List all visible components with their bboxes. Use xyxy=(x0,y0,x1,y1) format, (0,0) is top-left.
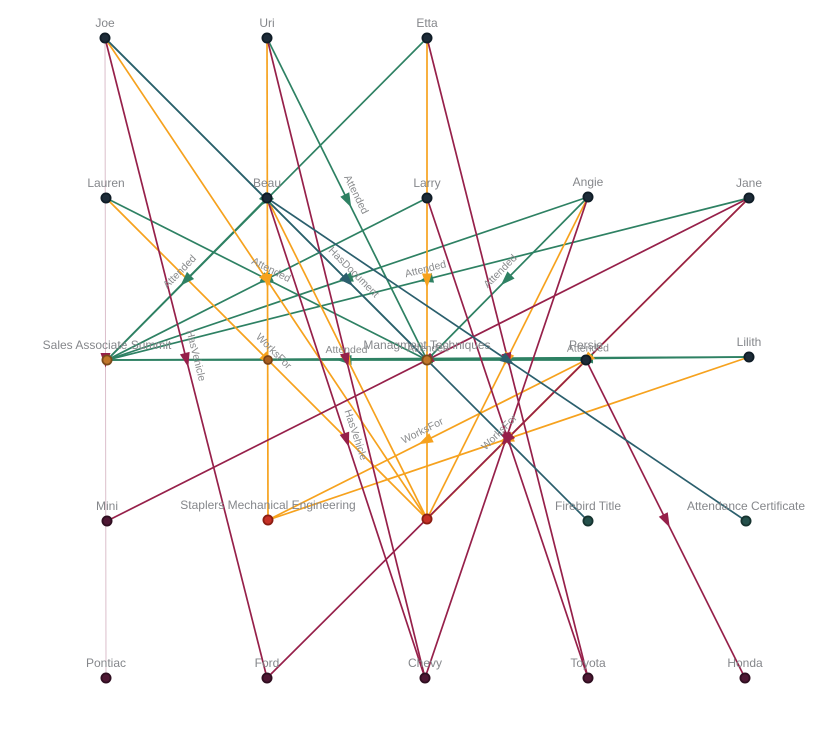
node-label-beau: Beau xyxy=(253,176,281,190)
arrowhead-icon xyxy=(340,192,352,208)
arrowhead-icon xyxy=(180,271,195,286)
node-label-lauren: Lauren xyxy=(87,176,124,190)
node-staplers-mechanical-engineering[interactable] xyxy=(262,514,274,526)
arrowhead-icon xyxy=(418,433,434,445)
arrowhead-icon xyxy=(179,351,190,368)
node-label-uri: Uri xyxy=(259,16,274,30)
node-label-larry: Larry xyxy=(413,176,440,190)
node-attendance-certificate[interactable] xyxy=(740,515,752,527)
node-persie[interactable] xyxy=(580,354,592,366)
node-label-jane: Jane xyxy=(736,176,762,190)
node-joe[interactable] xyxy=(99,32,111,44)
node-label-joe: Joe xyxy=(95,16,115,30)
arrowhead-icon xyxy=(339,351,350,368)
node-label-lilith: Lilith xyxy=(737,335,762,349)
node-uri[interactable] xyxy=(261,32,273,44)
node-larry[interactable] xyxy=(421,192,433,204)
node-firebird-title[interactable] xyxy=(582,515,594,527)
node-chevy[interactable] xyxy=(419,672,431,684)
node-lilith[interactable] xyxy=(743,351,755,363)
node-toyota[interactable] xyxy=(582,672,594,684)
arrowhead-icon xyxy=(500,271,515,286)
node-label-firebird-title: Firebird Title xyxy=(555,499,621,513)
node-ford[interactable] xyxy=(261,672,273,684)
nodes-layer xyxy=(99,32,755,684)
edge-label-attended: Attended xyxy=(325,344,367,356)
node-angie[interactable] xyxy=(582,191,594,203)
node-label-attendance-certificate: Attendance Certificate xyxy=(687,499,805,513)
node-label-toyota: Toyota xyxy=(570,656,606,670)
node-managment-techniques[interactable] xyxy=(421,354,433,366)
node-pontiac[interactable] xyxy=(100,672,112,684)
arrowhead-icon xyxy=(501,431,511,448)
node-mini[interactable] xyxy=(101,515,113,527)
edge-label-attended: Attended xyxy=(407,342,449,354)
node-label-managment-techniques: Managment Techniques xyxy=(363,338,490,352)
node-sales-associate-summit[interactable] xyxy=(101,354,113,366)
edge-label-attended: Attended xyxy=(567,342,609,354)
node-labels-layer: Joe Uri Etta Lauren Beau Larry Angie Jane Sales … xyxy=(43,16,806,670)
node-label-sales-associate-summit: Sales Associate Summit xyxy=(43,338,172,352)
node-jane[interactable] xyxy=(743,192,755,204)
node-label-pontiac: Pontiac xyxy=(86,656,126,670)
node-etta[interactable] xyxy=(421,32,433,44)
node-label-honda: Honda xyxy=(727,656,763,670)
node-label-ford: Ford xyxy=(255,656,280,670)
node-label-mini: Mini xyxy=(96,499,118,513)
arrowhead-icon xyxy=(422,273,432,288)
node-label-etta: Etta xyxy=(416,16,438,30)
node-label-staplers-mechanical-engineering: Staplers Mechanical Engineering xyxy=(180,498,355,512)
node-beau[interactable] xyxy=(261,192,273,204)
arrowhead-icon xyxy=(339,431,350,448)
node-label-persie: Persie xyxy=(569,338,603,352)
arrowhead-icon xyxy=(262,273,273,289)
arrowhead-icon xyxy=(658,512,670,528)
node-unnamedcompany[interactable] xyxy=(421,513,433,525)
node-label-angie: Angie xyxy=(573,175,604,189)
node-label-chevy: Chevy xyxy=(408,656,442,670)
arrowhead-icon xyxy=(339,272,354,287)
node-midmarker[interactable] xyxy=(263,355,273,365)
arrowhead-icon xyxy=(499,352,515,365)
node-honda[interactable] xyxy=(739,672,751,684)
node-lauren[interactable] xyxy=(100,192,112,204)
